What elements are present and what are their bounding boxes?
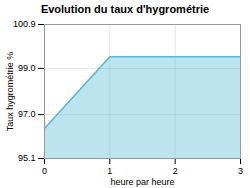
svg-text:1: 1 <box>107 166 112 176</box>
svg-text:99.0: 99.0 <box>18 63 36 73</box>
svg-text:0: 0 <box>42 166 47 176</box>
svg-text:Taux hygrométrie %: Taux hygrométrie % <box>5 52 15 132</box>
svg-text:100.9: 100.9 <box>13 19 36 29</box>
html-text:Evolution du taux d'hygrométri: Evolution du taux d'hygrométrie <box>40 3 210 15</box>
svg-text:2: 2 <box>173 166 178 176</box>
svg-text:heure par heure: heure par heure <box>110 177 174 187</box>
svg-text:97.0: 97.0 <box>18 109 36 119</box>
svg-text:3: 3 <box>238 166 243 176</box>
svg-text:95.1: 95.1 <box>18 153 36 163</box>
